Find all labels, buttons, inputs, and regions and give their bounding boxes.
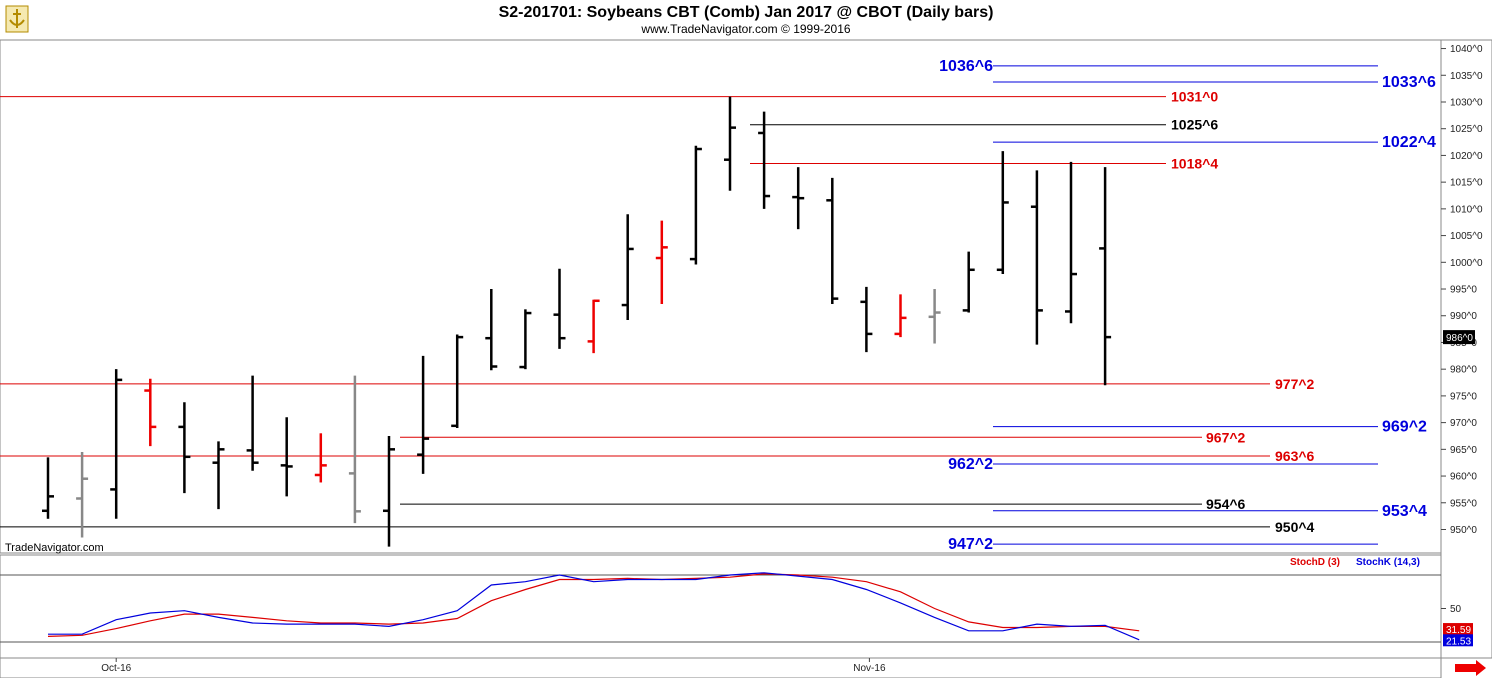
price-bar [451, 334, 464, 428]
price-bar [689, 145, 702, 265]
price-bar [758, 111, 771, 209]
price-bar [1099, 167, 1112, 386]
indicator-panel [0, 554, 1442, 659]
price-tick-label: 950^0 [1450, 525, 1477, 536]
legend-stoch-d: StochD (3) [1290, 557, 1340, 568]
level-label: 967^2 [1206, 429, 1246, 445]
price-bar [621, 214, 634, 321]
price-tick-label: 1000^0 [1450, 258, 1483, 269]
price-bar [76, 452, 89, 538]
price-panel [0, 39, 1442, 554]
level-label: 954^6 [1206, 496, 1246, 512]
level-label: 950^4 [1275, 519, 1315, 535]
price-bar [348, 375, 361, 524]
level-label: 977^2 [1275, 376, 1315, 392]
stoch-k-last-badge [1443, 634, 1473, 647]
price-bar [212, 441, 225, 510]
price-bar [42, 457, 54, 519]
watermark-text: TradeNavigator.com [5, 542, 104, 554]
price-bar [962, 251, 975, 313]
level-label: 947^2 [948, 536, 993, 553]
price-bar [110, 369, 123, 519]
price-bars [42, 96, 1112, 547]
level-label: 962^2 [948, 456, 993, 473]
last-price-label: 986^0 [1446, 333, 1473, 344]
chart-subtitle: www.TradeNavigator.com © 1999-2016 [640, 22, 850, 36]
price-bar [314, 433, 327, 483]
time-axis-panel [0, 657, 1442, 678]
price-bar [519, 309, 532, 370]
price-bar [144, 378, 157, 447]
price-bar [724, 96, 736, 191]
time-tick-label: Nov-16 [853, 663, 886, 674]
chart-title: S2-201701: Soybeans CBT (Comb) Jan 2017 … [499, 4, 994, 21]
price-bar [485, 289, 498, 371]
price-bar [246, 375, 259, 471]
price-axis-panel [1440, 39, 1492, 659]
trade-navigator-logo-icon [5, 5, 29, 33]
level-label: 1022^4 [1382, 134, 1436, 151]
price-tick-label: 995^0 [1450, 285, 1477, 296]
stoch-d-line [47, 573, 1140, 637]
price-bar [1030, 170, 1043, 345]
price-tick-label: 1030^0 [1450, 97, 1483, 108]
price-tick-label: 1005^0 [1450, 231, 1483, 242]
level-label: 1033^6 [1382, 74, 1436, 91]
price-levels: 1036^6 1033^6 1031^0 1025^6 1022^4 1018^4 977^… [0, 58, 1436, 553]
last-price-badge [1443, 330, 1475, 345]
scroll-right-arrow-icon[interactable] [1455, 660, 1486, 676]
price-tick-label: 1025^0 [1450, 124, 1483, 135]
price-bar [587, 299, 600, 354]
price-bar [826, 177, 839, 304]
price-bar [792, 167, 805, 230]
price-bar [417, 355, 430, 474]
price-tick-label: 955^0 [1450, 498, 1477, 509]
level-label: 1025^6 [1171, 117, 1218, 133]
stoch-k-line [48, 572, 1140, 641]
time-axis-labels: Oct-16 Nov-16 [101, 658, 886, 674]
price-tick-label: 1015^0 [1450, 178, 1483, 189]
price-bar [280, 417, 293, 497]
price-bar [894, 294, 907, 338]
price-tick-label: 975^0 [1450, 391, 1477, 402]
level-label: 963^6 [1275, 448, 1315, 464]
price-bar [383, 435, 395, 547]
price-bar [655, 220, 668, 304]
price-tick-label: 1040^0 [1450, 44, 1483, 55]
price-tick-label: 970^0 [1450, 418, 1477, 429]
stoch-k-last-label: 21.53 [1446, 636, 1471, 647]
level-label: 1018^4 [1171, 155, 1218, 171]
price-tick-label: 1035^0 [1450, 71, 1483, 82]
legend-stoch-k: StochK (14,3) [1356, 557, 1420, 568]
level-label: 969^2 [1382, 419, 1427, 436]
level-label: 953^4 [1382, 503, 1427, 520]
stoch-tick-label: 50 [1450, 604, 1462, 615]
price-tick-label: 980^0 [1450, 365, 1477, 376]
price-tick-label: 965^0 [1450, 445, 1477, 456]
price-tick-label: 990^0 [1450, 311, 1477, 322]
level-label: 1036^6 [939, 58, 993, 75]
price-bar [553, 268, 566, 349]
price-tick-label: 1020^0 [1450, 151, 1483, 162]
stoch-d-last-label: 31.59 [1446, 625, 1471, 636]
price-bar [1065, 161, 1077, 324]
level-label: 1031^0 [1171, 89, 1218, 105]
price-bar [178, 402, 191, 494]
price-axis-ticks: 950^0955^0960^0965^0970^0975^0980^0985^0… [1441, 44, 1483, 536]
price-bar [996, 151, 1009, 275]
time-tick-label: Oct-16 [101, 663, 131, 674]
stoch-d-last-badge [1443, 623, 1473, 636]
price-bar [928, 289, 941, 344]
price-tick-label: 960^0 [1450, 472, 1477, 483]
price-tick-label: 1010^0 [1450, 204, 1483, 215]
price-bar [860, 286, 873, 353]
